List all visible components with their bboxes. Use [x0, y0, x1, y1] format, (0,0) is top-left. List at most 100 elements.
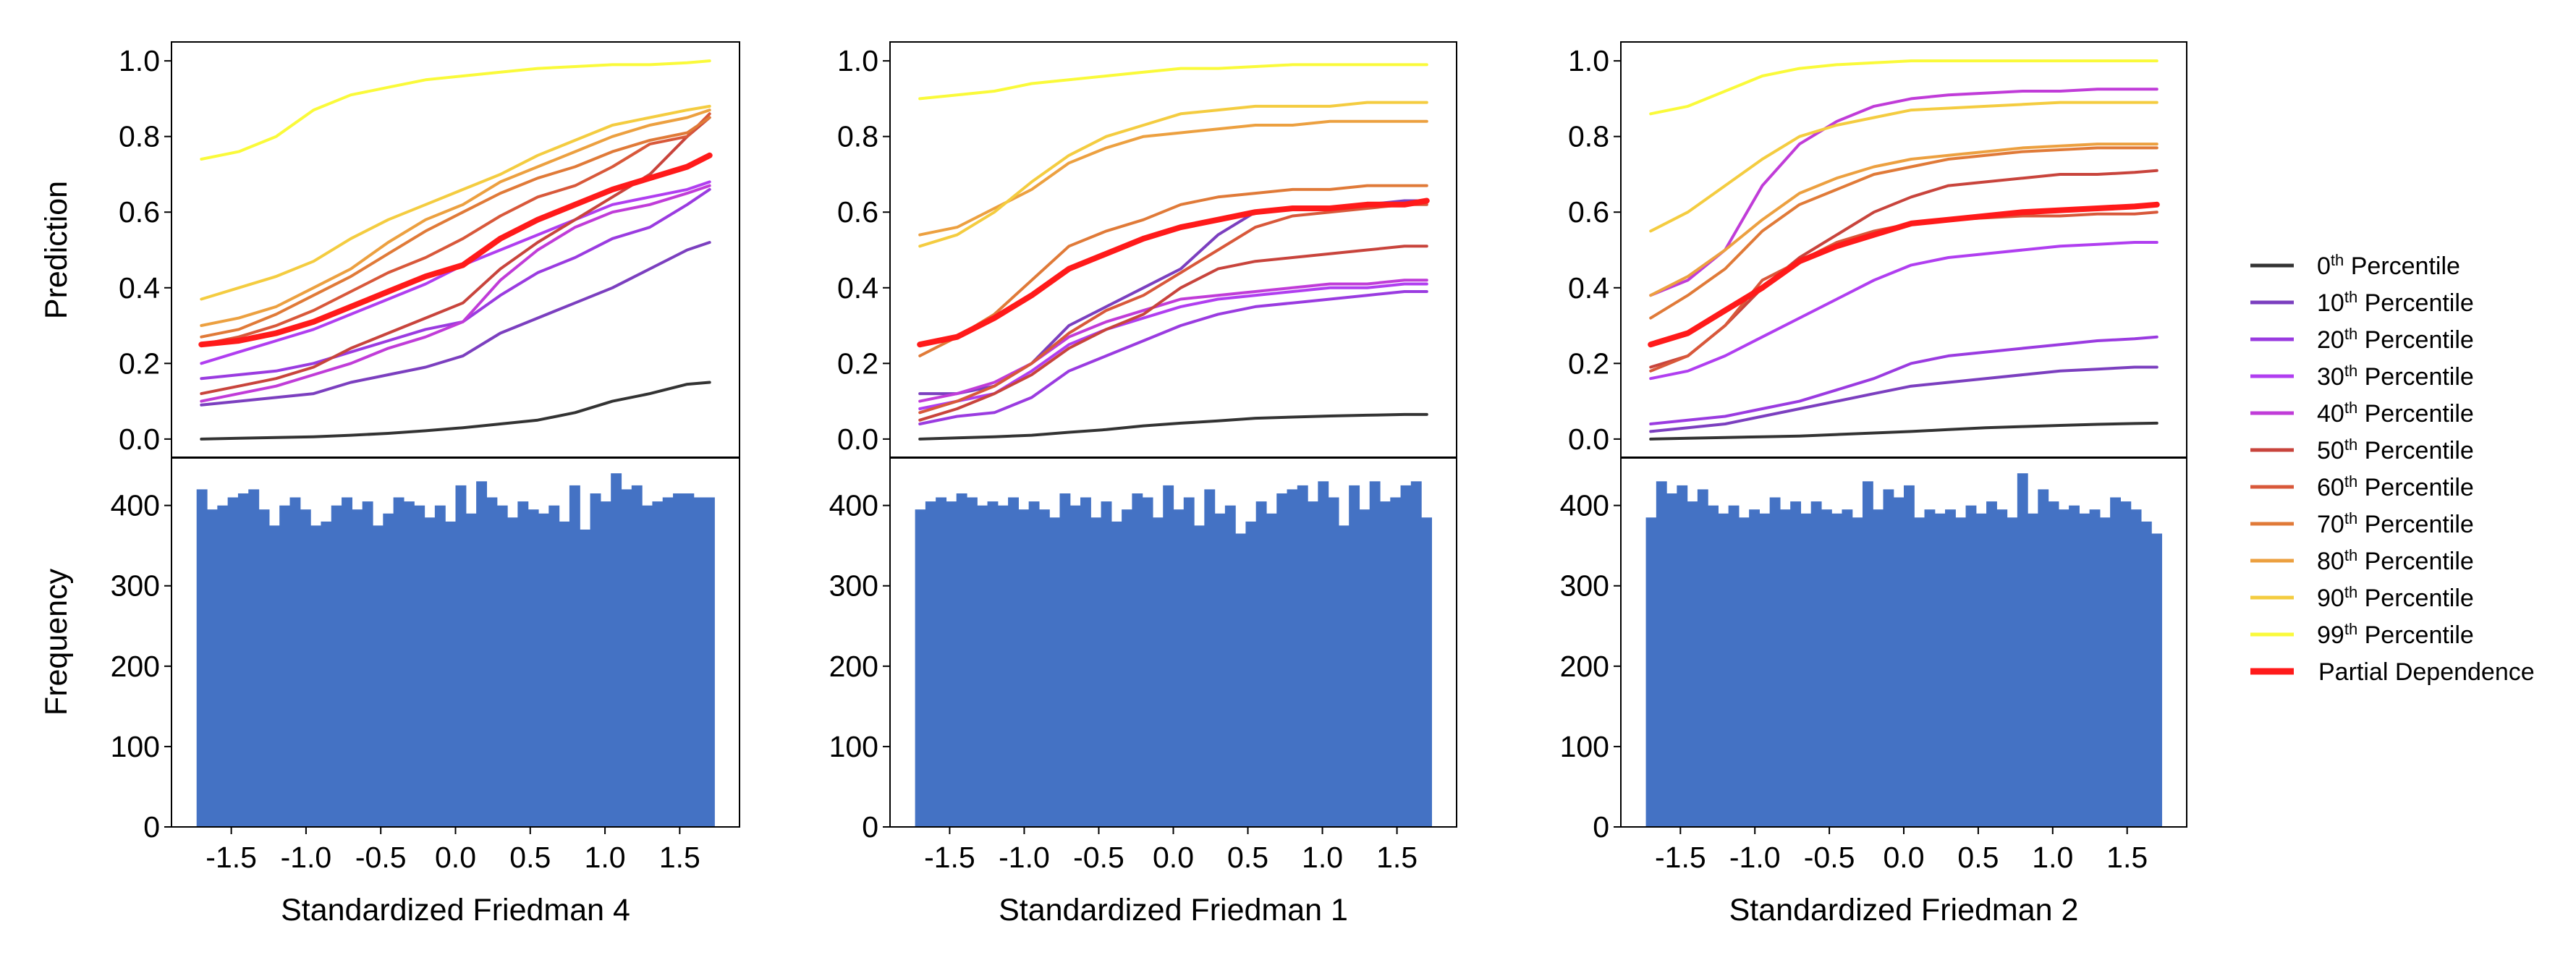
histogram-bar — [1194, 525, 1205, 827]
histogram-bar — [1687, 501, 1698, 827]
x-tick-label: -0.5 — [1073, 841, 1124, 874]
histogram-bar — [1821, 509, 1832, 827]
histogram-bar — [528, 509, 539, 827]
histogram-bar — [693, 497, 705, 827]
y-tick-label: 100 — [829, 730, 878, 763]
legend-item-p10: 10th Percentile — [2250, 288, 2474, 317]
histogram-bar — [1421, 517, 1432, 827]
legend-label: 30th Percentile — [2317, 362, 2474, 391]
histogram-bar — [321, 521, 332, 827]
histogram-bar — [2089, 509, 2101, 827]
y-tick-label: 0.2 — [1568, 347, 1609, 380]
histogram-bar — [507, 517, 518, 827]
y-tick-label: 400 — [829, 489, 878, 522]
histogram-bar — [1173, 509, 1185, 827]
histogram-bar — [393, 497, 404, 827]
y-tick-label: 100 — [111, 730, 160, 763]
histogram-bar — [331, 505, 342, 827]
histogram-bar — [465, 513, 477, 827]
series-line-p99 — [918, 63, 1428, 101]
y-tick-label: 0.2 — [837, 347, 878, 380]
y-tick-label: 0.8 — [837, 120, 878, 153]
histogram-bar — [1111, 521, 1122, 827]
histogram-bar — [455, 485, 467, 827]
histogram-bar — [383, 513, 394, 827]
histogram-bar — [925, 501, 936, 827]
histogram-bar — [1349, 485, 1360, 827]
histogram-bar — [662, 497, 674, 827]
histogram-bar — [1008, 497, 1019, 827]
x-tick-label: 0.0 — [435, 841, 476, 874]
histogram-bar — [2110, 497, 2121, 827]
series-line-p90 — [200, 104, 711, 301]
legend-label: 60th Percentile — [2317, 472, 2474, 502]
x-tick-label: -0.5 — [355, 841, 407, 874]
histogram-bar — [1287, 489, 1298, 827]
legend-label: 99th Percentile — [2317, 620, 2474, 650]
y-tick-label: 200 — [829, 650, 878, 683]
histogram-bar — [279, 505, 291, 827]
histogram-bar — [2038, 489, 2049, 827]
series-line-p40 — [1649, 88, 2158, 297]
histogram-bar — [1080, 497, 1091, 827]
histogram-bar — [1996, 509, 2008, 827]
series-line-p80 — [200, 109, 711, 327]
y-tick-label: 0.6 — [837, 195, 878, 229]
histogram-bar — [1400, 485, 1412, 827]
legend-item-p90: 90th Percentile — [2250, 583, 2474, 612]
series-line-p20 — [200, 187, 711, 381]
histogram-bar — [559, 521, 570, 827]
histogram-bar — [1697, 489, 1708, 827]
x-tick-label: -1.0 — [281, 841, 332, 874]
histogram-bar — [1945, 509, 1956, 827]
series-line-p70 — [1649, 146, 2158, 320]
histogram-bar — [2140, 521, 2152, 827]
y-tick-label: 1.0 — [119, 44, 160, 77]
histogram-panel-3: 0 100 200 300 400 -1.5 -1.0 -0.5 0.0 0.5 1.0 1.5 Sta… — [1560, 457, 2187, 927]
y-tick-label: 200 — [111, 650, 160, 683]
series-line-p50 — [200, 116, 711, 396]
histogram-bar — [289, 497, 301, 827]
series-line-p99 — [1649, 59, 2158, 116]
histogram-bar — [1800, 513, 1812, 827]
histogram-bar — [1728, 505, 1740, 827]
histogram-bar — [1224, 505, 1236, 827]
histogram-bar — [1986, 501, 1997, 827]
series-line-p60 — [1649, 211, 2158, 373]
histogram-bar — [1318, 481, 1329, 827]
histogram-bars — [915, 481, 1432, 827]
series-line-p10 — [1649, 365, 2158, 433]
histogram-panel-2: 0 100 200 300 400 -1.5 -1.0 -0.5 0.0 0.5 1.0 1.5 Sta… — [829, 457, 1457, 927]
y-tick-label: 0.6 — [1568, 195, 1609, 229]
x-tick-label: -1.5 — [924, 841, 975, 874]
y-tick-label: 0 — [862, 810, 878, 844]
histogram-bar — [2048, 501, 2059, 827]
histogram-bar — [977, 505, 988, 827]
histogram-bar — [2151, 533, 2163, 827]
histogram-bar — [1214, 513, 1226, 827]
legend-item-p20: 20th Percentile — [2250, 325, 2474, 354]
histogram-bar — [1235, 533, 1247, 827]
y-tick-label: 300 — [1560, 569, 1609, 603]
histogram-bar — [1338, 525, 1350, 827]
legend-label: 80th Percentile — [2317, 546, 2474, 576]
legend-label: 0th Percentile — [2317, 251, 2460, 281]
histogram-bar — [196, 489, 208, 827]
series-line-p80 — [918, 119, 1428, 237]
histogram-bar — [1132, 493, 1143, 827]
histogram-bar — [1266, 513, 1277, 827]
histogram-bar — [1873, 509, 1884, 827]
legend: 0th Percentile 10th Percentile 20th Percen… — [2250, 251, 2535, 686]
series-line-p20 — [1649, 335, 2158, 425]
histogram-bar — [1152, 517, 1164, 827]
histogram-bar — [1049, 517, 1061, 827]
histogram-bar — [1914, 517, 1925, 827]
histogram-bar — [1359, 509, 1370, 827]
line-panel-frame — [1620, 41, 2187, 459]
histogram-bars — [1645, 473, 2163, 827]
histogram-bar — [569, 485, 580, 827]
histogram-bars — [196, 473, 715, 827]
y-tick-label: 100 — [1560, 730, 1609, 763]
histogram-bar — [1142, 497, 1153, 827]
